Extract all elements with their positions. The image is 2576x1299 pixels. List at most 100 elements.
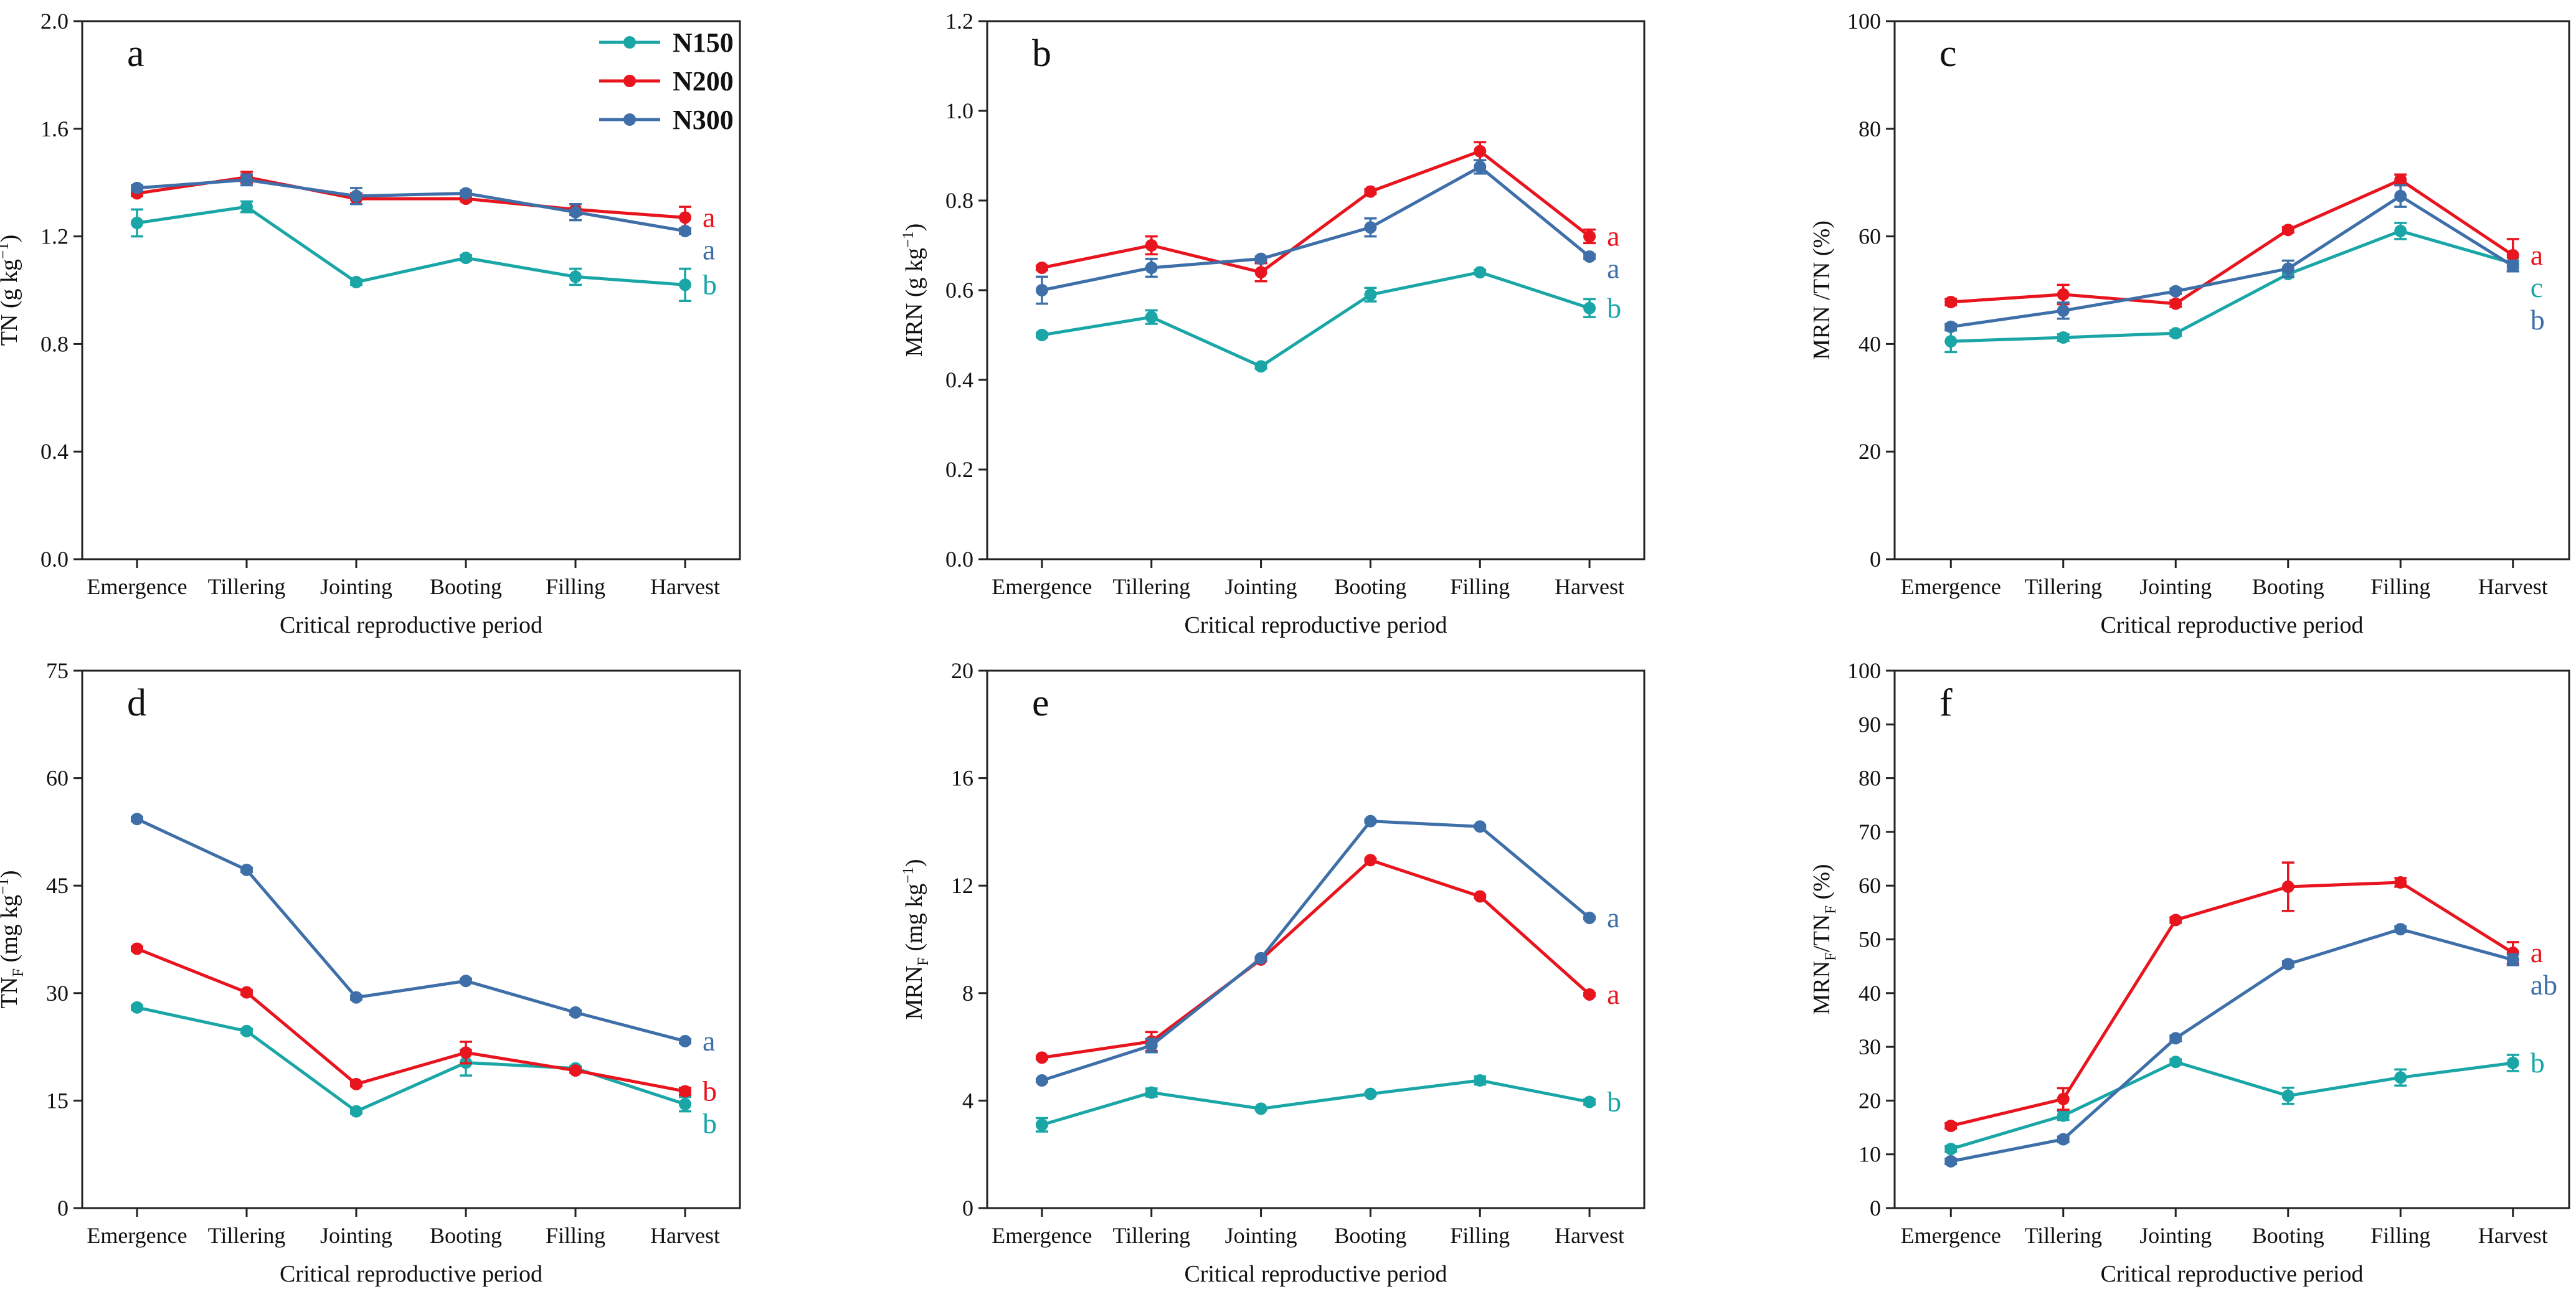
data-point <box>2394 189 2407 202</box>
data-point <box>2169 327 2182 340</box>
data-point <box>2394 923 2407 936</box>
data-point <box>1583 230 1596 243</box>
x-tick-label: Emergence <box>1901 574 2001 599</box>
y-axis-title: MRN /TN (%) <box>1809 220 1835 360</box>
y-tick-label: 60 <box>46 766 69 791</box>
data-point <box>569 1064 582 1077</box>
y-tick-label: 0 <box>57 1196 69 1221</box>
y-tick-label: 40 <box>1859 331 1881 356</box>
y-axis-title: MRNF (mg kg−1) <box>900 859 932 1020</box>
data-point <box>569 205 582 219</box>
y-tick-label: 30 <box>46 981 69 1006</box>
data-point <box>1254 360 1267 373</box>
series-line-N150 <box>136 1006 686 1113</box>
series-N150: b <box>131 200 717 303</box>
legend-label: N150 <box>673 27 734 58</box>
x-tick-label: Booting <box>1334 1223 1406 1248</box>
significance-label: b <box>1607 292 1621 324</box>
x-tick-label: Harvest <box>650 574 720 599</box>
x-tick-label: Jointing <box>320 574 392 599</box>
y-tick-label: 12 <box>951 873 973 898</box>
significance-label: a <box>2531 937 2543 968</box>
data-point <box>2281 1089 2294 1102</box>
significance-label: a <box>1607 978 1619 1010</box>
series-line-N300 <box>136 178 686 233</box>
data-point <box>350 1077 362 1090</box>
x-tick-label: Booting <box>430 1223 502 1248</box>
x-tick-label: Jointing <box>2139 1223 2212 1248</box>
legend-label: N200 <box>673 66 734 97</box>
y-tick-label: 0 <box>1870 1196 1881 1221</box>
y-tick-label: 0 <box>962 1196 973 1221</box>
data-point <box>2057 1092 2070 1105</box>
panel-letter: d <box>127 682 146 724</box>
series-N200: b <box>131 942 717 1107</box>
data-point <box>2506 248 2519 262</box>
data-point <box>1583 250 1596 263</box>
series-line-N300 <box>1950 194 2514 329</box>
data-point <box>350 189 362 202</box>
data-point <box>2394 876 2407 889</box>
y-tick-label: 1.2 <box>40 224 69 249</box>
y-tick-label: 1.2 <box>945 9 973 34</box>
data-point <box>131 181 143 194</box>
data-point <box>2506 1056 2519 1069</box>
x-tick-label: Filling <box>1450 1223 1510 1248</box>
y-tick-label: 0.8 <box>945 188 973 213</box>
x-tick-label: Emergence <box>87 1223 187 1248</box>
data-point <box>2281 958 2294 971</box>
y-tick-label: 1.0 <box>945 98 973 123</box>
x-tick-label: Jointing <box>2139 574 2212 599</box>
significance-label: b <box>703 1075 717 1107</box>
data-point <box>1583 911 1596 924</box>
data-point <box>1035 262 1048 274</box>
chart-panel-a: 0.0 0.4 0.8 1.2 1.6 2.0 Emergence Tillering Join… <box>0 9 741 638</box>
series-N150: b <box>1035 266 1621 373</box>
series-line-N150 <box>1951 229 2514 343</box>
data-point <box>2057 1109 2070 1122</box>
data-point <box>350 991 362 1004</box>
data-point <box>1364 815 1377 828</box>
series-line-N150 <box>136 205 686 286</box>
series-line-N200 <box>1041 858 1591 1059</box>
data-point <box>2281 880 2294 893</box>
series-N150: c <box>1944 222 2543 354</box>
x-tick-label: Filling <box>1450 574 1510 599</box>
series-N200: a <box>131 171 715 233</box>
data-point <box>131 942 143 955</box>
x-tick-label: Tillering <box>2024 574 2102 599</box>
data-point <box>1474 266 1487 279</box>
x-tick-label: Tillering <box>1112 574 1190 599</box>
series-line-N150 <box>1950 1060 2514 1151</box>
y-tick-label: 0.6 <box>945 278 973 303</box>
data-point <box>1944 1155 1958 1168</box>
significance-label: a <box>1607 220 1619 252</box>
x-tick-label: Harvest <box>2478 574 2548 599</box>
data-point <box>460 975 472 988</box>
series-line-N200 <box>1951 178 2514 306</box>
y-axis-title: MRNF/TNF (%) <box>1809 864 1839 1014</box>
y-tick-label: 15 <box>46 1088 69 1113</box>
y-tick-label: 8 <box>962 981 973 1006</box>
y-tick-label: 20 <box>1859 439 1881 464</box>
data-point <box>1145 239 1158 252</box>
data-point <box>2506 953 2519 966</box>
significance-label: a <box>1607 253 1619 285</box>
data-point <box>1035 329 1048 341</box>
data-point <box>2057 331 2070 344</box>
y-tick-label: 70 <box>1859 820 1881 844</box>
x-axis-title: Critical reproductive period <box>280 1261 542 1287</box>
x-axis-title: Critical reproductive period <box>2100 1261 2363 1287</box>
x-tick-label: Harvest <box>1555 1223 1624 1248</box>
x-tick-label: Booting <box>2252 574 2324 599</box>
x-tick-label: Jointing <box>1225 574 1297 599</box>
data-point <box>1035 1074 1048 1087</box>
y-tick-label: 100 <box>1847 9 1881 34</box>
legend-label: N300 <box>673 105 734 135</box>
data-point <box>2394 224 2407 237</box>
x-tick-label: Tillering <box>2024 1223 2102 1248</box>
data-point <box>131 217 143 229</box>
y-tick-label: 40 <box>1859 981 1881 1006</box>
plot-frame <box>986 669 1646 1209</box>
y-tick-label: 60 <box>1859 873 1881 898</box>
